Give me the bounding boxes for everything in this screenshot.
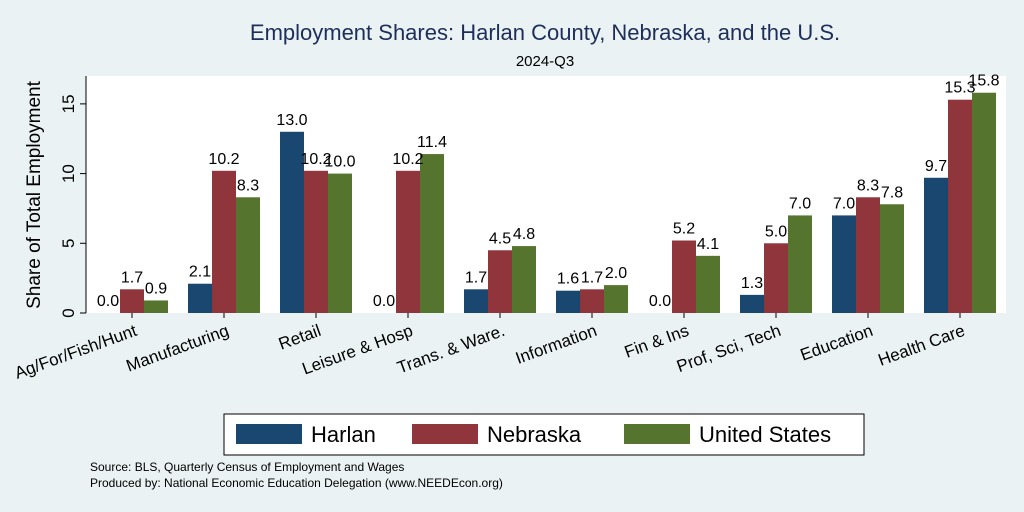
bar-value-label: 1.6 (557, 271, 579, 288)
bar (188, 283, 212, 313)
legend: Harlan Nebraska United States (223, 413, 865, 456)
bar-labels: 0.01.70.92.110.28.313.010.210.00.010.211… (97, 73, 1000, 310)
y-tick-label: 0 (59, 308, 78, 317)
bar-value-label: 0.0 (97, 293, 119, 310)
chart-title: Employment Shares: Harlan County, Nebras… (250, 20, 840, 45)
bar-value-label: 0.0 (373, 293, 395, 310)
bar-value-label: 1.7 (581, 269, 603, 286)
y-tick-label: 5 (59, 239, 78, 248)
bar (328, 173, 352, 313)
produced-note: Produced by: National Economic Education… (90, 476, 503, 490)
source-note: Source: BLS, Quarterly Census of Employm… (90, 460, 404, 474)
bar (304, 170, 328, 313)
bar-value-label: 5.0 (765, 223, 787, 240)
bar (856, 197, 880, 313)
bar-value-label: 8.3 (237, 177, 259, 194)
bar-value-label: 0.9 (145, 280, 167, 297)
y-tick-label: 10 (59, 164, 78, 183)
bar-value-label: 5.2 (673, 221, 695, 238)
bar (696, 255, 720, 313)
bar-value-label: 13.0 (276, 112, 307, 129)
y-axis-label: Share of Total Employment (24, 80, 45, 308)
bar (972, 92, 996, 314)
bar-value-label: 7.0 (833, 195, 855, 212)
bar-value-label: 0.0 (649, 293, 671, 310)
bar (512, 246, 536, 313)
bar-value-label: 10.2 (208, 151, 239, 168)
bar (672, 240, 696, 313)
bar (120, 289, 144, 313)
bar (236, 197, 260, 313)
legend-label: Nebraska (487, 422, 582, 447)
bar (396, 170, 420, 313)
bar-value-label: 2.1 (189, 264, 211, 281)
bar-value-label: 4.8 (513, 226, 535, 243)
bar-value-label: 1.3 (741, 275, 763, 292)
bar-value-label: 1.7 (121, 269, 143, 286)
bar (464, 289, 488, 313)
bar (832, 215, 856, 313)
legend-items: Harlan Nebraska United States (236, 422, 831, 447)
bar-value-label: 2.0 (605, 265, 627, 282)
bar (948, 99, 972, 313)
bar (788, 215, 812, 313)
bar-value-label: 10.2 (392, 151, 423, 168)
bar-value-label: 10.2 (300, 151, 331, 168)
bar-value-label: 7.8 (881, 184, 903, 201)
bar (144, 300, 168, 313)
chart-subtitle: 2024-Q3 (516, 53, 574, 70)
bar-value-label: 15.8 (968, 73, 999, 90)
bar (924, 177, 948, 313)
bar (604, 285, 628, 313)
bar-value-label: 10.0 (324, 154, 355, 171)
bar (212, 170, 236, 313)
legend-box (223, 413, 865, 456)
bar-value-label: 11.4 (417, 134, 447, 151)
bar (420, 154, 444, 313)
bars (120, 92, 996, 314)
bar (764, 243, 788, 313)
bar-value-label: 7.0 (789, 195, 811, 212)
bar-value-label: 4.1 (697, 236, 719, 253)
bar (740, 294, 764, 313)
bar-value-label: 15.3 (944, 80, 975, 97)
y-axis: 0 5 10 15 (59, 76, 87, 318)
bar (556, 290, 580, 313)
legend-swatch (236, 424, 302, 444)
bar (280, 131, 304, 313)
legend-label: United States (699, 422, 831, 447)
bar (880, 204, 904, 313)
bar (488, 250, 512, 313)
bar-value-label: 8.3 (857, 177, 879, 194)
bar (580, 289, 604, 313)
legend-swatch (624, 424, 690, 444)
bar-value-label: 9.7 (925, 158, 947, 175)
legend-swatch (412, 424, 478, 444)
y-tick-label: 15 (59, 94, 78, 113)
bar-value-label: 4.5 (489, 230, 511, 247)
bar-value-label: 1.7 (465, 269, 487, 286)
legend-label: Harlan (311, 422, 376, 447)
